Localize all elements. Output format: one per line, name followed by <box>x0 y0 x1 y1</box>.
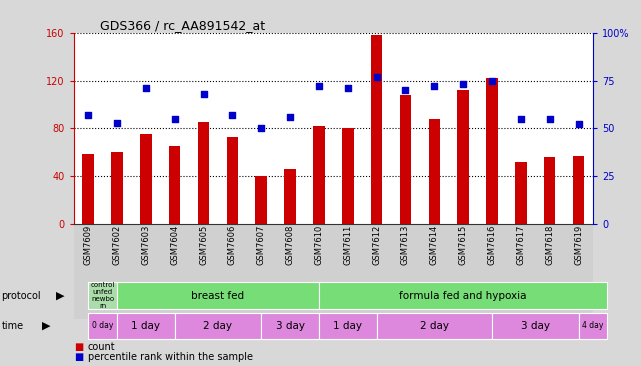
Bar <box>506 224 535 319</box>
Text: GDS366 / rc_AA891542_at: GDS366 / rc_AA891542_at <box>100 19 265 32</box>
Bar <box>227 137 238 224</box>
Bar <box>478 224 506 319</box>
Point <box>285 114 295 120</box>
Text: time: time <box>1 321 24 331</box>
Text: 3 day: 3 day <box>276 321 304 331</box>
Point <box>140 85 151 91</box>
Bar <box>449 224 478 319</box>
Point <box>545 116 555 122</box>
Bar <box>160 224 189 319</box>
Bar <box>140 134 152 224</box>
Bar <box>564 224 593 319</box>
Bar <box>304 224 333 319</box>
Bar <box>573 156 585 224</box>
Bar <box>544 157 555 224</box>
Bar <box>458 90 469 224</box>
Point <box>314 83 324 89</box>
Text: control
unfed
newbo
rn: control unfed newbo rn <box>90 282 115 309</box>
Bar <box>255 176 267 224</box>
Point <box>429 83 440 89</box>
Bar <box>400 95 412 224</box>
Point <box>169 116 179 122</box>
Point <box>372 74 382 80</box>
Text: formula fed and hypoxia: formula fed and hypoxia <box>399 291 527 300</box>
Text: 2 day: 2 day <box>203 321 233 331</box>
Bar <box>103 224 131 319</box>
Bar <box>515 162 527 224</box>
Point <box>112 120 122 126</box>
Bar <box>247 224 276 319</box>
Bar <box>391 224 420 319</box>
Bar <box>342 128 354 224</box>
Text: 3 day: 3 day <box>520 321 550 331</box>
Bar <box>82 154 94 224</box>
Point <box>228 112 238 118</box>
Text: percentile rank within the sample: percentile rank within the sample <box>88 352 253 362</box>
Text: ■: ■ <box>74 342 83 352</box>
Text: 1 day: 1 day <box>333 321 362 331</box>
Text: ■: ■ <box>74 352 83 362</box>
Point <box>199 91 209 97</box>
Point <box>487 78 497 83</box>
Text: breast fed: breast fed <box>192 291 244 300</box>
Bar <box>197 122 209 224</box>
Bar <box>370 36 382 224</box>
Point <box>515 116 526 122</box>
Bar <box>285 169 296 224</box>
Text: protocol: protocol <box>1 291 41 300</box>
Bar <box>169 146 181 224</box>
Text: 0 day: 0 day <box>92 321 113 330</box>
Bar <box>313 126 324 224</box>
Point <box>83 112 94 118</box>
Bar <box>362 224 391 319</box>
Bar <box>428 119 440 224</box>
Point <box>400 87 410 93</box>
Bar <box>74 224 103 319</box>
Bar <box>535 224 564 319</box>
Bar <box>112 152 123 224</box>
Text: 2 day: 2 day <box>420 321 449 331</box>
Bar <box>420 224 449 319</box>
Point <box>458 82 468 87</box>
Point <box>574 122 584 127</box>
Text: 1 day: 1 day <box>131 321 160 331</box>
Text: 4 day: 4 day <box>582 321 604 330</box>
Bar <box>131 224 160 319</box>
Bar <box>218 224 247 319</box>
Point <box>342 85 353 91</box>
Text: ▶: ▶ <box>56 291 65 300</box>
Bar <box>486 78 497 224</box>
Bar <box>189 224 218 319</box>
Bar <box>333 224 362 319</box>
Text: ▶: ▶ <box>42 321 50 331</box>
Bar <box>276 224 304 319</box>
Text: count: count <box>88 342 115 352</box>
Point <box>256 125 267 131</box>
